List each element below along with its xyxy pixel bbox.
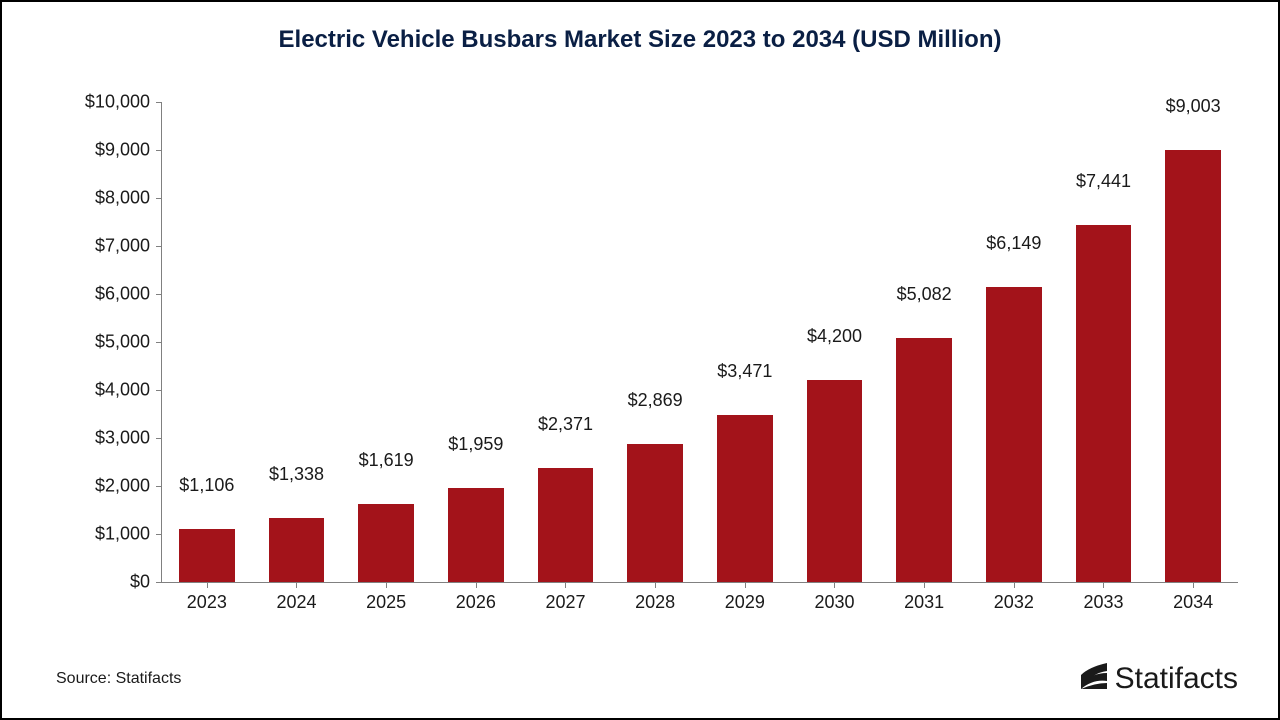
y-tick-label: $1,000 — [95, 524, 162, 545]
bar-slot: $7,4412033 — [1059, 102, 1149, 582]
x-tick-mark — [565, 582, 566, 588]
bar — [627, 444, 683, 582]
bar — [717, 415, 773, 582]
y-tick-mark — [156, 342, 162, 343]
bar-value-label: $9,003 — [1130, 96, 1256, 123]
bar-slot: $1,3382024 — [252, 102, 342, 582]
y-tick-label: $2,000 — [95, 476, 162, 497]
bar — [179, 529, 235, 582]
y-tick-mark — [156, 198, 162, 199]
plot-area: $1,1062023$1,3382024$1,6192025$1,9592026… — [162, 102, 1238, 582]
y-tick-label: $4,000 — [95, 380, 162, 401]
y-tick-label: $8,000 — [95, 188, 162, 209]
chart-frame: Electric Vehicle Busbars Market Size 202… — [0, 0, 1280, 720]
statifacts-icon — [1079, 661, 1109, 696]
bar — [896, 338, 952, 582]
y-tick-label: $7,000 — [95, 236, 162, 257]
bar-slot: $1,9592026 — [431, 102, 521, 582]
y-tick-mark — [156, 582, 162, 583]
x-tick-mark — [834, 582, 835, 588]
bar-slot: $5,0822031 — [879, 102, 969, 582]
bar — [448, 488, 504, 582]
y-tick-mark — [156, 438, 162, 439]
x-tick-mark — [924, 582, 925, 588]
x-tick-mark — [476, 582, 477, 588]
bar — [1076, 225, 1132, 582]
bar — [358, 504, 414, 582]
bar — [807, 380, 863, 582]
y-tick-mark — [156, 390, 162, 391]
y-tick-label: $10,000 — [85, 92, 162, 113]
y-tick-label: $3,000 — [95, 428, 162, 449]
y-tick-label: $9,000 — [95, 140, 162, 161]
brand-logo: Statifacts — [1079, 661, 1238, 696]
bar-slot: $2,3712027 — [521, 102, 611, 582]
x-tick-mark — [296, 582, 297, 588]
bar-slot: $1,6192025 — [341, 102, 431, 582]
x-tick-mark — [1193, 582, 1194, 588]
y-tick-mark — [156, 534, 162, 535]
bar-slot: $4,2002030 — [790, 102, 880, 582]
y-tick-mark — [156, 294, 162, 295]
y-tick-mark — [156, 150, 162, 151]
bar-slot: $1,1062023 — [162, 102, 252, 582]
y-tick-label: $6,000 — [95, 284, 162, 305]
x-tick-mark — [1103, 582, 1104, 588]
bar — [986, 287, 1042, 582]
y-tick-mark — [156, 486, 162, 487]
x-tick-mark — [386, 582, 387, 588]
bar-slot: $2,8692028 — [610, 102, 700, 582]
y-tick-mark — [156, 102, 162, 103]
x-tick-mark — [1014, 582, 1015, 588]
x-tick-mark — [655, 582, 656, 588]
x-tick-mark — [207, 582, 208, 588]
brand-text: Statifacts — [1115, 662, 1238, 696]
bars-container: $1,1062023$1,3382024$1,6192025$1,9592026… — [162, 102, 1238, 582]
bar-slot: $9,0032034 — [1148, 102, 1238, 582]
x-tick-mark — [745, 582, 746, 588]
source-caption: Source: Statifacts — [56, 670, 181, 688]
y-tick-label: $5,000 — [95, 332, 162, 353]
bar — [1165, 150, 1221, 582]
bar — [269, 518, 325, 582]
y-tick-mark — [156, 246, 162, 247]
chart-title: Electric Vehicle Busbars Market Size 202… — [2, 26, 1278, 54]
bar — [538, 468, 594, 582]
